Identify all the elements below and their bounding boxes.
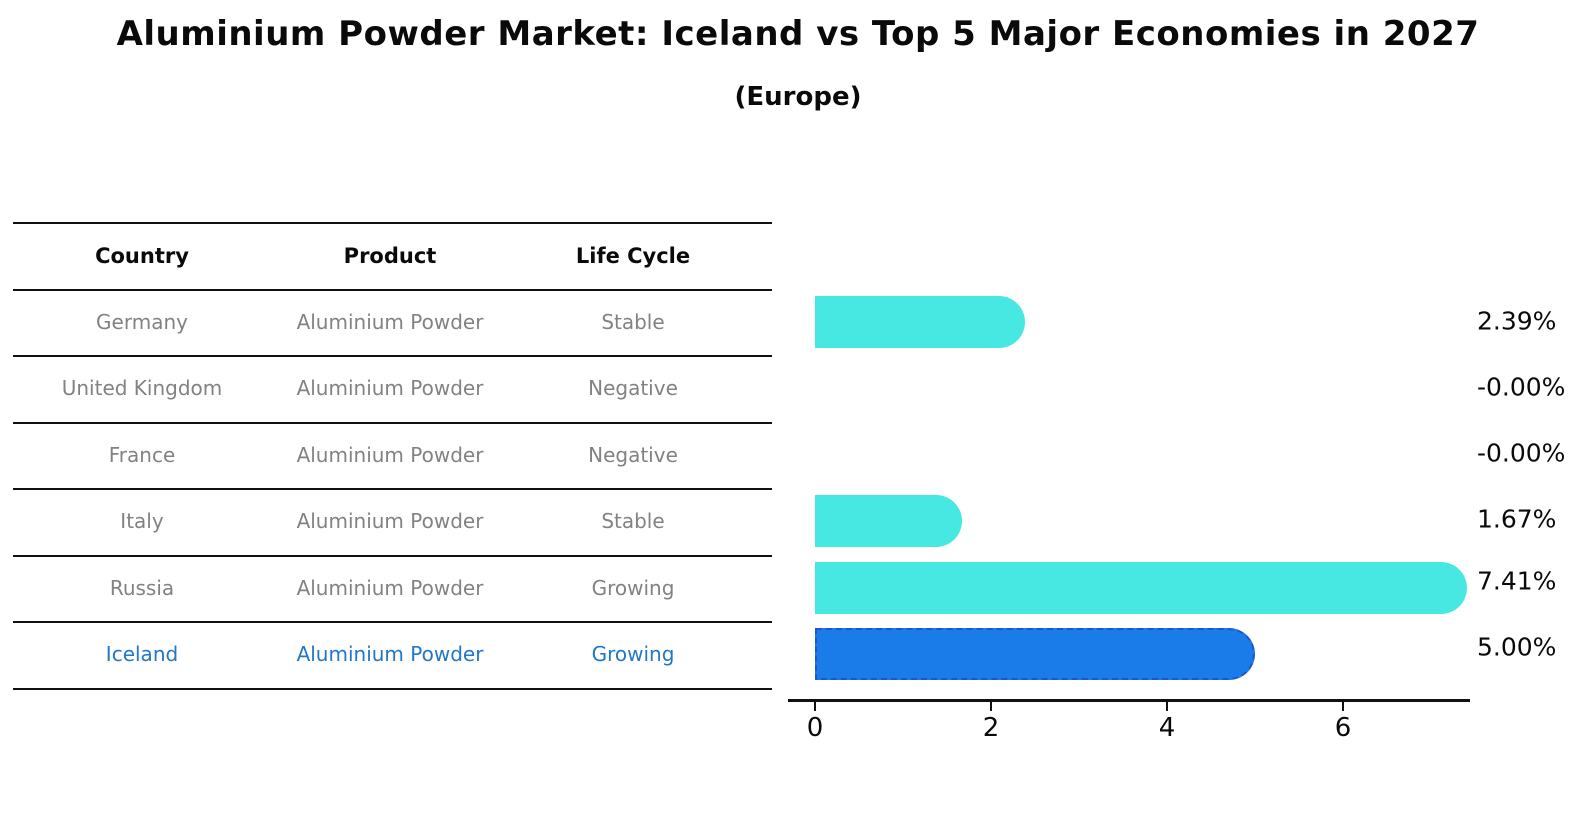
table-line [13, 289, 772, 291]
table-line [13, 688, 772, 690]
cell-life-cycle: Stable [601, 310, 665, 334]
column-header-product: Product [343, 244, 437, 268]
column-header-life-cycle: Life Cycle [575, 244, 691, 268]
value-label-russia: 7.41% [1477, 566, 1557, 596]
x-tick-label: 6 [1334, 713, 1352, 743]
x-axis-line [788, 699, 1470, 702]
value-label-france: -0.00% [1477, 438, 1566, 468]
cell-country: France [108, 443, 176, 467]
x-tick [814, 702, 816, 711]
x-tick [1342, 702, 1344, 711]
x-tick-label: 0 [806, 713, 824, 743]
cell-product: Aluminium Powder [296, 509, 484, 533]
cell-life-cycle: Growing [591, 576, 675, 600]
cell-country: Iceland [105, 642, 179, 666]
cell-life-cycle: Stable [601, 509, 665, 533]
table-line [13, 422, 772, 424]
chart-subtitle: (Europe) [734, 82, 862, 112]
cell-product: Aluminium Powder [296, 376, 484, 400]
bar-iceland [815, 628, 1255, 680]
cell-product: Aluminium Powder [296, 642, 484, 666]
cell-country: Russia [109, 576, 175, 600]
x-tick-label: 2 [982, 713, 1000, 743]
value-label-italy: 1.67% [1477, 504, 1557, 534]
column-header-country: Country [95, 244, 189, 268]
table-line [13, 222, 772, 224]
table-line [13, 355, 772, 357]
cell-country: Germany [96, 310, 188, 334]
x-tick-label: 4 [1158, 713, 1176, 743]
table-line [13, 488, 772, 490]
bar-italy [815, 495, 962, 547]
cell-product: Aluminium Powder [296, 576, 484, 600]
cell-product: Aluminium Powder [296, 443, 484, 467]
chart-title: Aluminium Powder Market: Iceland vs Top … [116, 14, 1480, 54]
value-label-iceland: 5.00% [1477, 632, 1557, 662]
cell-life-cycle: Negative [588, 376, 678, 400]
cell-life-cycle: Growing [591, 642, 675, 666]
cell-product: Aluminium Powder [296, 310, 484, 334]
table-line [13, 621, 772, 623]
bar-russia [815, 562, 1467, 614]
x-tick [990, 702, 992, 711]
cell-country: Italy [120, 509, 164, 533]
cell-country: United Kingdom [61, 376, 223, 400]
bar-germany [815, 296, 1025, 348]
cell-life-cycle: Negative [588, 443, 678, 467]
x-tick [1166, 702, 1168, 711]
value-label-united-kingdom: -0.00% [1477, 372, 1566, 402]
table-line [13, 555, 772, 557]
value-label-germany: 2.39% [1477, 306, 1557, 336]
